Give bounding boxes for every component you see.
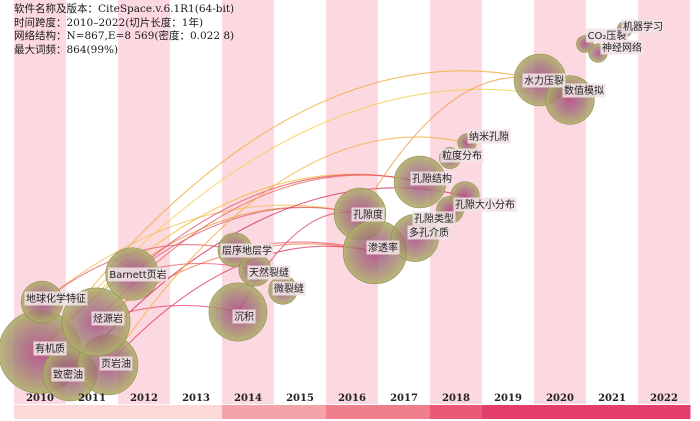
keyword-label-bg: [410, 171, 454, 186]
keyword-label-bg: [99, 356, 133, 371]
timeline-segment: [326, 405, 379, 419]
year-label: 2018: [442, 393, 470, 404]
keyword-label[interactable]: 粒度分布: [442, 149, 482, 162]
keyword-label[interactable]: 页岩油: [101, 357, 131, 370]
timeline-segment: [222, 405, 275, 419]
network-line: 网络结构：N=867,E=8 569(密度：0.022 8): [14, 30, 235, 42]
cooccurrence-link: [131, 206, 361, 275]
keyword-label[interactable]: 致密油: [53, 368, 83, 381]
year-label: 2021: [598, 393, 626, 404]
year-label: 2016: [338, 393, 366, 404]
year-label: 2014: [234, 393, 262, 404]
keyword-label-bg: [366, 240, 400, 255]
keyword-label[interactable]: 孔隙类型: [414, 212, 454, 225]
keyword-label[interactable]: 地球化学特征: [26, 292, 86, 305]
keyword-label[interactable]: 有机质: [35, 342, 65, 355]
software-line: 软件名称及版本：CiteSpace.v.6.1R1(64-bit): [14, 3, 235, 15]
cooccurrence-link: [41, 204, 361, 303]
timeline-segment: [118, 405, 171, 419]
keyword-label-bg: [453, 197, 517, 212]
timespan-line: 时间跨度：2010–2022(切片长度：1年): [14, 16, 204, 29]
keyword-label-bg: [440, 148, 484, 163]
cooccurrence-link: [131, 174, 421, 275]
timeline-segment: [482, 405, 535, 419]
keyword-label-bg: [232, 309, 256, 324]
keyword-label[interactable]: 烃源岩: [93, 312, 123, 325]
keyword-label[interactable]: 渗透率: [368, 241, 398, 254]
keyword-label-bg: [220, 243, 274, 258]
year-label: 2010: [26, 393, 54, 404]
keyword-label-bg: [562, 83, 606, 98]
keyword-label[interactable]: 机器学习: [623, 20, 663, 33]
keyword-label-bg: [586, 28, 628, 43]
keyword-label[interactable]: 纳米孔隙: [469, 130, 509, 143]
year-label: 2017: [390, 393, 418, 404]
cooccurrence-link: [107, 136, 468, 366]
keyword-label[interactable]: 沉积: [234, 310, 254, 323]
keyword-label-bg: [247, 265, 291, 280]
year-label: 2022: [650, 393, 678, 404]
timeline-segment: [274, 405, 327, 419]
keyword-label-bg: [467, 129, 511, 144]
keyword-label[interactable]: 水力压裂: [524, 74, 564, 87]
keyword-label-bg: [621, 19, 665, 34]
keyword-label[interactable]: 多孔介质: [409, 226, 449, 239]
keyword-label-bg: [33, 341, 67, 356]
keyword-label-bg: [351, 207, 385, 222]
keyword-label[interactable]: 微裂缝: [274, 282, 304, 295]
timeline-segment: [638, 405, 691, 419]
year-label: 2012: [130, 393, 158, 404]
keyword-label-bg: [91, 311, 125, 326]
year-label: 2011: [78, 393, 106, 404]
timeline-segment: [14, 405, 67, 419]
timeline-segment: [66, 405, 119, 419]
keyword-label-bg: [407, 225, 451, 240]
year-label: 2015: [286, 393, 314, 404]
keyword-label[interactable]: 神经网络: [602, 41, 642, 54]
keyword-label[interactable]: Barnett页岩: [109, 268, 166, 281]
timeline-segment: [170, 405, 223, 419]
info-panel: 软件名称及版本：CiteSpace.v.6.1R1(64-bit) 时间跨度：2…: [14, 3, 234, 57]
keyword-label[interactable]: 层序地层学: [222, 244, 272, 257]
keyword-label-bg: [51, 367, 85, 382]
year-label: 2020: [546, 393, 574, 404]
keyword-label-bg: [272, 281, 306, 296]
year-band: [638, 0, 690, 404]
timeline-segment: [378, 405, 431, 419]
timeline-segment: [586, 405, 639, 419]
year-label: 2019: [494, 393, 522, 404]
timeline-segment: [534, 405, 587, 419]
keyword-label[interactable]: CO₂压裂: [588, 29, 627, 42]
keyword-label-bg: [107, 267, 169, 282]
maxfreq-line: 最大词频：864(99%): [14, 43, 119, 56]
keyword-label-bg: [522, 73, 566, 88]
keyword-label-bg: [412, 211, 456, 226]
keyword-label[interactable]: 孔隙大小分布: [455, 198, 515, 211]
keyword-label-bg: [24, 291, 88, 306]
keyword-label-bg: [600, 40, 644, 55]
year-label: 2013: [182, 393, 210, 404]
keyword-label[interactable]: 天然裂缝: [249, 266, 289, 279]
keyword-label[interactable]: 孔隙结构: [412, 172, 452, 185]
keyword-label[interactable]: 孔隙度: [353, 208, 383, 221]
timeline-segment: [430, 405, 483, 419]
keyword-label[interactable]: 数值模拟: [564, 84, 604, 97]
